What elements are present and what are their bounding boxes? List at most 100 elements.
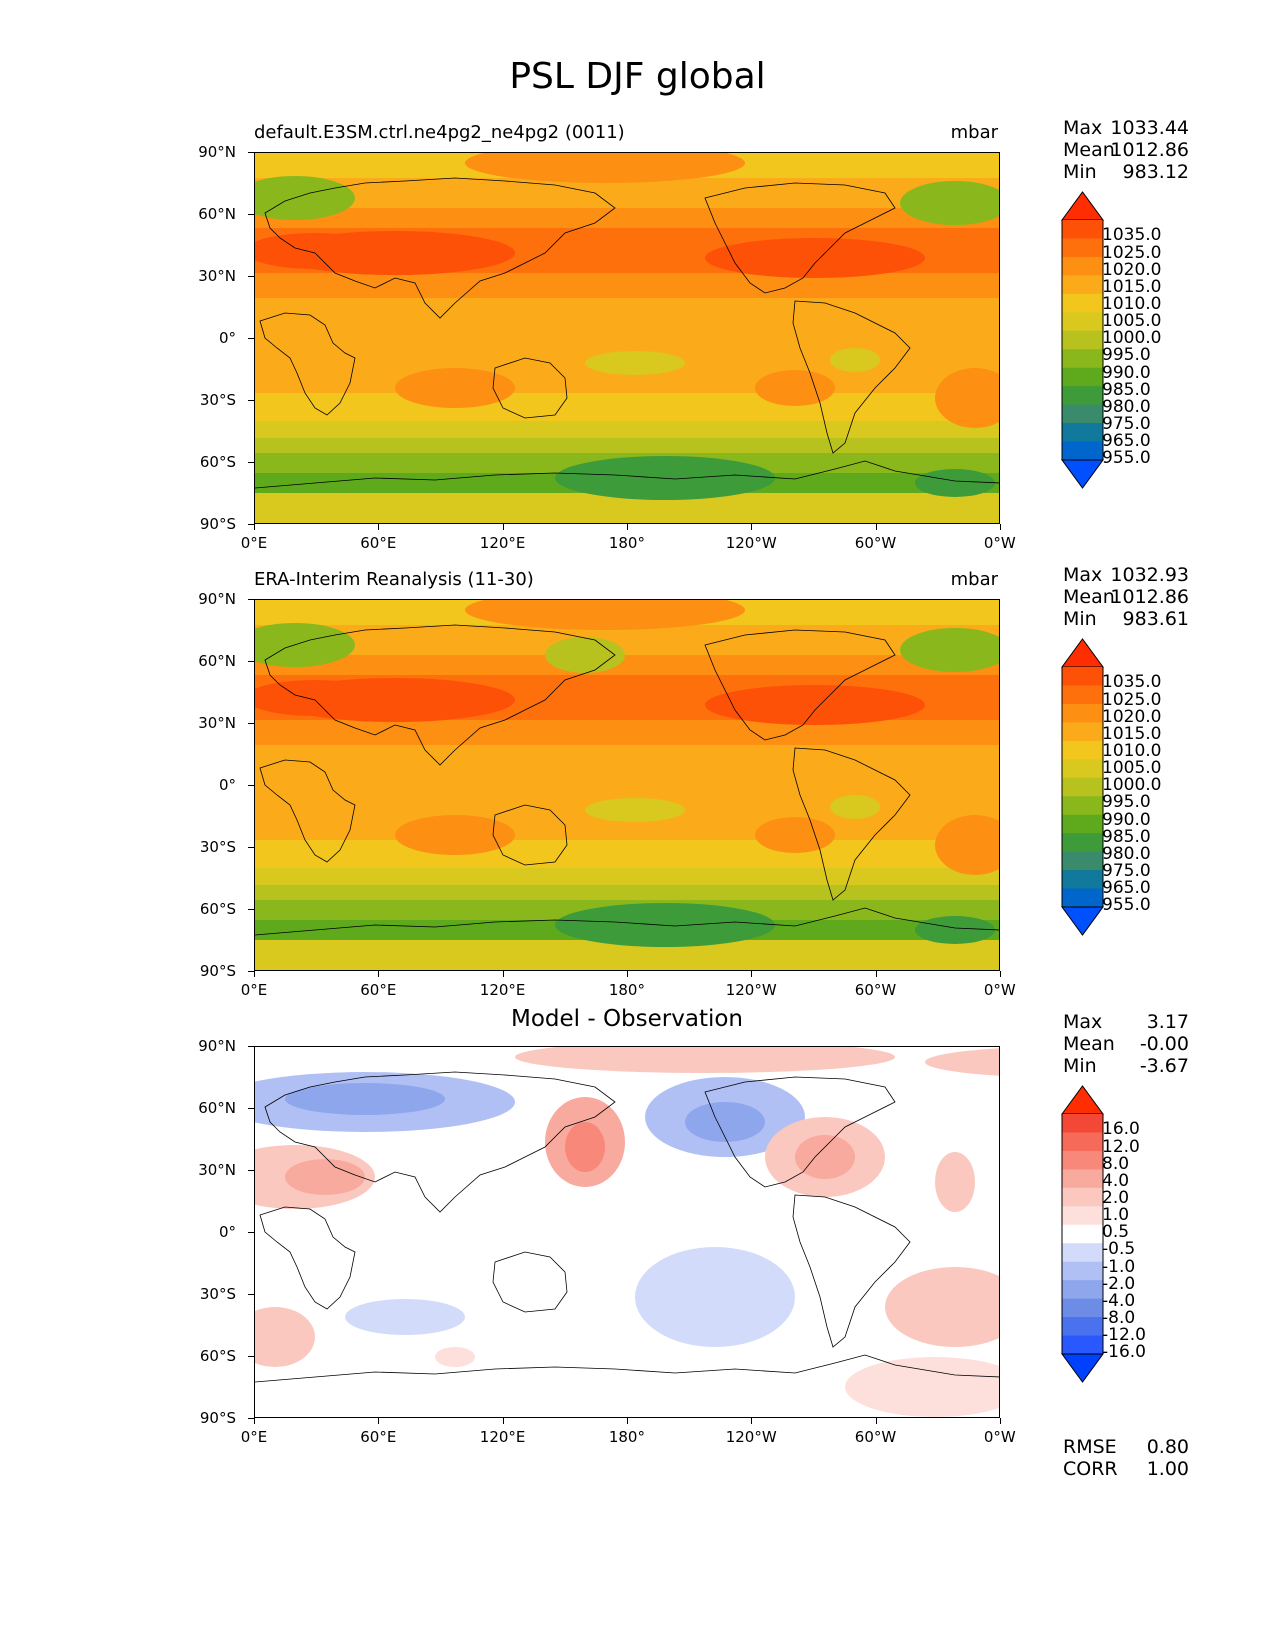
stat-label: Min [1063,608,1097,630]
colorbar-label: 985.0 [1102,826,1151,847]
x-tick-mark [502,971,504,977]
y-tick-mark [248,462,254,463]
stat-row-min: Min -3.67 [1063,1055,1189,1077]
y-tick-label: 60°S [199,1347,236,1365]
coastline [492,804,568,866]
stat-label: Min [1063,1055,1097,1077]
stat-value: 1012.86 [1110,586,1189,608]
colorbar-extend-top [1061,1085,1104,1115]
colorbar-label: -0.5 [1102,1239,1136,1260]
coastline [704,182,896,294]
colorbar-segment [1062,1243,1103,1263]
colorbar-label: 12.0 [1102,1136,1140,1157]
x-tick-label: 0°W [983,534,1016,552]
colorbar-segment [1062,1261,1103,1281]
colorbar-label: -4.0 [1102,1290,1136,1311]
colorbar-segment [1062,1280,1103,1300]
y-tick-mark [248,1046,254,1047]
stat-row-mean: Mean -0.00 [1063,1033,1189,1055]
y-tick-label: 30°S [199,1285,236,1303]
colorbar-label: 980.0 [1102,396,1151,417]
coastline [264,1071,616,1213]
y-tick-label: 0° [218,1223,236,1241]
field-band [255,745,999,790]
stat-row-mean: Mean 1012.86 [1063,139,1189,161]
stat-value: 983.12 [1122,161,1189,183]
colorbar-segment [1062,1317,1103,1337]
map-svg [255,600,999,970]
colorbar-label: 1005.0 [1102,311,1162,332]
x-tick-label: 120°E [479,1428,526,1446]
map-plot [254,599,1000,971]
colorbar-segment [1062,740,1103,760]
y-tick-mark [248,971,254,972]
colorbar-label: 1015.0 [1102,723,1162,744]
coastline [492,357,568,419]
field-contour [915,916,995,944]
y-tick-label: 30°S [199,838,236,856]
x-tick-mark [254,971,255,977]
field-contour [585,351,685,375]
colorbar-label: 980.0 [1102,843,1151,864]
field-band [255,178,999,208]
y-tick-label: 90°S [199,1409,236,1427]
x-tick-mark [751,971,753,977]
x-tick-label: 60°W [854,1428,897,1446]
field-contour [795,1135,855,1179]
main-title: PSL DJF global [509,56,766,97]
stat-row-min: Min 983.12 [1063,161,1189,183]
coastline [255,460,999,489]
colorbar-segment [1062,423,1103,443]
coastline [792,747,911,901]
y-tick-mark [248,1294,254,1295]
field-contour [685,1102,765,1142]
filled-contours [255,1047,999,1417]
colorbar-segment [1062,1206,1103,1226]
colorbar-label: 990.0 [1102,362,1151,383]
x-tick-mark [751,524,753,530]
x-tick-mark [378,971,380,977]
field-band [255,655,999,675]
colorbar-label: 975.0 [1102,414,1151,434]
field-contour [395,815,515,855]
colorbar-label: -16.0 [1102,1342,1146,1363]
field-contour [585,798,685,822]
coastline [492,1251,568,1313]
colorbar-segment [1062,386,1103,406]
y-tick-label: 30°N [198,1161,236,1179]
colorbar-segment [1062,293,1103,313]
y-tick-mark [248,338,254,339]
field-contour [255,680,385,716]
coastline [704,1076,896,1188]
filled-contours [255,153,999,523]
coastline [255,907,999,936]
map-plot [254,152,1000,524]
colorbar-segment [1062,404,1103,424]
field-contour [345,1299,465,1335]
field-contour [565,1122,605,1172]
colorbar-label: 995.0 [1102,792,1151,813]
stat-value: -3.67 [1139,1055,1189,1077]
field-contour [635,1247,795,1347]
field-contour [545,637,625,673]
y-tick-label: 60°N [198,205,236,223]
corr-label: CORR [1063,1458,1118,1480]
colorbar-segment [1062,1224,1103,1244]
stat-value: 983.61 [1122,608,1189,630]
x-tick-mark [875,1418,877,1424]
y-tick-mark [248,909,254,910]
colorbar-label: 965.0 [1102,431,1151,452]
y-tick-label: 90°N [198,590,236,608]
field-contour [830,795,880,819]
colorbar-outline [1061,667,1104,907]
stats-block: Max 1033.44 Mean 1012.86 Min 983.12 [1063,117,1189,183]
colorbar [1061,1085,1104,1383]
x-tick-mark [626,971,628,977]
field-contour [285,1083,445,1115]
colorbar [1061,191,1104,489]
x-tick-mark [999,524,1001,530]
coastline [259,1206,356,1310]
colorbar-label: 1.0 [1102,1205,1130,1226]
y-tick-mark [248,847,254,848]
coastline [264,177,616,319]
